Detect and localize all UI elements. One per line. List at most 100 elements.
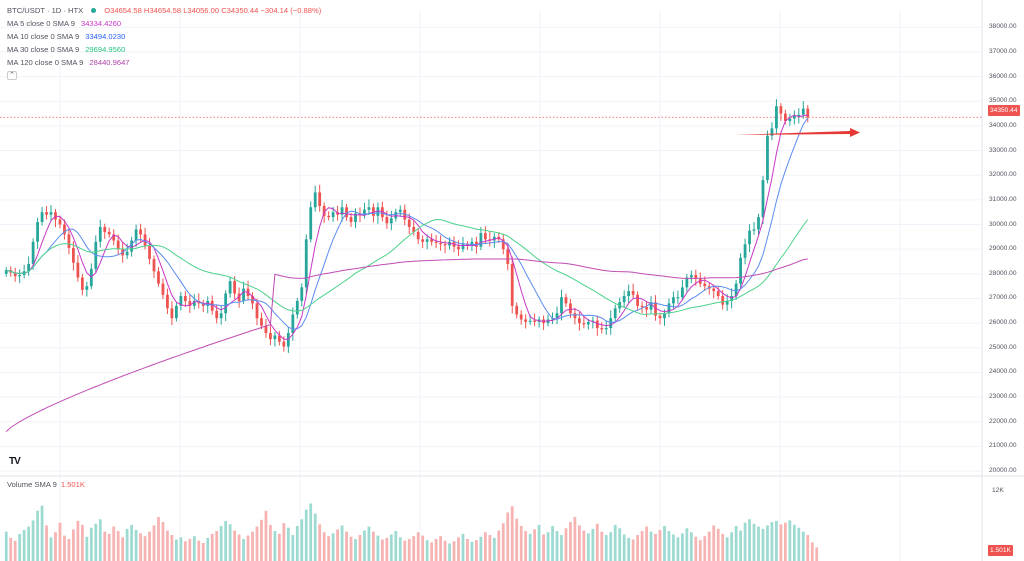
candle-body [761,180,765,218]
candle-body [152,259,156,272]
candle-body [31,241,35,264]
volume-bar [640,531,644,561]
volume-bar [331,533,335,561]
volume-bar [497,530,501,561]
candle-body [242,288,245,301]
candle-body [277,335,281,342]
volume-bar [586,533,590,561]
ma30-legend[interactable]: MA 30 close 0 SMA 9 29694.9560 [7,43,321,56]
volume-bar [734,526,738,561]
volume-bar [125,528,129,561]
candle-body [600,328,604,330]
volume-bar [492,537,496,561]
candle-body [676,297,680,299]
ma5-legend[interactable]: MA 5 close 0 SMA 9 34334.4260 [7,17,321,30]
candle-body [345,207,348,218]
volume-bar [215,531,219,561]
volume-bar [792,524,796,561]
volume-bar [363,530,366,561]
volume-bar [595,523,599,561]
candle-body [533,320,537,322]
volume-bar [533,529,537,561]
ma120-name: MA 120 close 0 SMA 9 [7,58,84,67]
volume-bar [152,525,156,561]
volume-bar [658,529,662,561]
volume-bar [475,540,478,561]
volume-bar [604,535,608,561]
candle-body [372,207,375,216]
candle-body [806,108,810,118]
candle-body [613,308,617,319]
volume-bar [479,536,483,561]
collapse-legend-button[interactable]: ⌃ [7,71,17,80]
candle-body [260,318,263,326]
candle-body [734,283,738,297]
price-tick-label: 37000.00 [989,47,1017,55]
candle-body [775,106,778,129]
volume-bar [452,541,456,561]
candle-body [698,278,702,284]
tradingview-logo[interactable]: TV [9,456,21,467]
volume-bar [555,531,559,561]
candle-body [183,296,187,301]
candle-body [672,297,675,304]
volume-bar [385,537,389,561]
volume-bar [483,532,487,561]
volume-bar [242,538,245,561]
volume-bar [183,541,187,561]
volume-bar [622,534,626,561]
candle-body [233,281,236,294]
candle-body [304,239,308,288]
candle-body [58,219,62,225]
volume-legend[interactable]: Volume SMA 9 1.501K [7,480,85,489]
ma30-name: MA 30 close 0 SMA 9 [7,45,80,54]
volume-bar [18,533,22,561]
candle-body [654,302,657,316]
volume-bar [707,531,711,561]
volume-bar [58,522,62,561]
volume-bar [564,528,568,561]
candle-body [385,217,389,224]
candle-body [439,243,442,245]
volume-bar [761,528,765,561]
volume-bar [645,526,648,561]
volume-bar [770,522,774,561]
candle-body [76,262,80,278]
price-tick-label: 24000.00 [989,368,1017,376]
volume-bar [376,535,380,561]
candle-body [269,332,272,340]
volume-bar [188,538,192,561]
candle-body [255,303,259,319]
candle-body [376,207,380,216]
volume-bar [201,542,205,561]
candle-body [766,135,769,181]
symbol-label[interactable]: BTC/USDT · 1D · HTX [7,6,84,15]
candle-body [380,207,384,218]
last-volume-badge: 1.501K [988,545,1013,556]
volume-bar [801,531,805,561]
volume-bar [398,537,402,561]
volume-bar [166,530,169,561]
volume-bar [54,532,57,561]
volume-bar [591,528,595,561]
candle-body [228,281,232,294]
ma120-value: 28440.9647 [89,58,130,67]
candle-body [85,286,89,290]
ma10-legend[interactable]: MA 10 close 0 SMA 9 33494.0230 [7,30,321,43]
volume-bar [779,524,783,561]
candle-body [273,335,277,340]
volume-bar [542,534,545,561]
volume-bar [748,519,751,561]
volume-bar [672,534,675,561]
candle-body [49,212,53,215]
candle-body [295,300,299,315]
volume-bar [806,535,810,561]
candle-body [349,217,353,223]
candle-body [582,323,586,325]
ma120-legend[interactable]: MA 120 close 0 SMA 9 28440.9647 [7,56,321,69]
candle-body [67,234,71,248]
volume-bar [255,526,259,561]
candle-body [125,251,129,256]
